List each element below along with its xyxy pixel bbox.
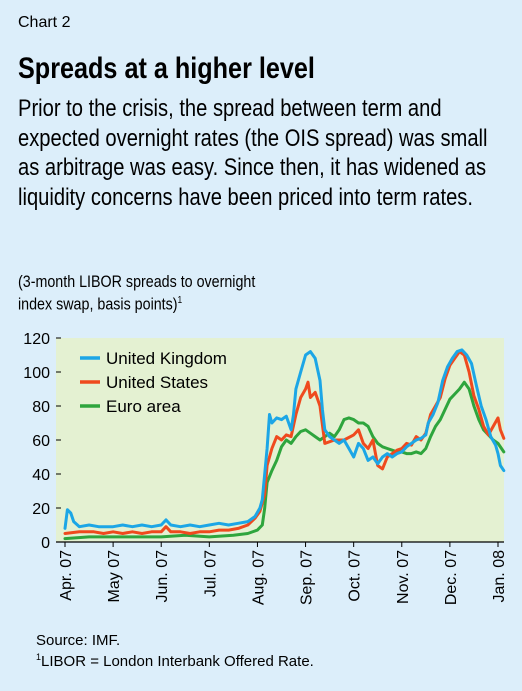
y-tick-label-80: 80 [32, 399, 50, 416]
footnote: 1LIBOR = London Interbank Offered Rate. [36, 652, 314, 670]
y-tick-label-100: 100 [23, 365, 50, 382]
x-tick-label-8: Dec. 07 [443, 550, 460, 605]
chart-title: Spreads at a higher level [18, 52, 315, 85]
x-tick-label-4: Aug. 07 [250, 550, 267, 605]
source-note: Source: IMF. [36, 632, 121, 649]
footnote-text: LIBOR = London Interbank Offered Rate. [41, 653, 314, 670]
footnote-marker: 1 [36, 652, 42, 662]
x-tick-label-0: Apr. 07 [58, 550, 75, 601]
units-footnote-marker: 1 [177, 295, 183, 306]
units-line-2: index swap, basis points) [18, 294, 178, 314]
x-tick-label-6: Oct. 07 [347, 550, 364, 602]
x-tick-label-7: Nov. 07 [395, 550, 412, 604]
legend: United Kingdom United States Euro area [80, 349, 227, 416]
y-tick-label-60: 60 [32, 433, 50, 450]
y-tick-label-0: 0 [41, 535, 50, 552]
x-tick-label-1: May 07 [106, 550, 123, 603]
y-tick-label-40: 40 [32, 467, 50, 484]
units-line-1: (3-month LIBOR spreads to overnight [18, 272, 256, 291]
y-axis: 0 20 40 60 80 100 120 [23, 331, 61, 552]
legend-label-2: Euro area [106, 397, 181, 416]
units-label: (3-month LIBOR spreads to overnight inde… [18, 272, 320, 314]
y-tick-label-20: 20 [32, 501, 50, 518]
y-tick-label-120: 120 [23, 331, 50, 348]
x-tick-label-5: Sep. 07 [299, 550, 316, 605]
legend-label-0: United Kingdom [106, 349, 227, 368]
series-line-euro-area [63, 380, 506, 541]
chart-subtitle: Prior to the crisis, the spread between … [18, 95, 488, 211]
x-axis: Apr. 07 May 07 Jun. 07 Jul. 07 Aug. 07 Sep. 0… [56, 541, 508, 605]
series-lines [63, 348, 506, 541]
x-tick-label-9: Jan. 08 [491, 550, 508, 603]
chart-number: Chart 2 [18, 14, 71, 31]
x-tick-label-3: Jul. 07 [202, 550, 219, 597]
series-line-united-kingdom [63, 348, 506, 530]
legend-label-1: United States [106, 373, 208, 392]
x-tick-label-2: Jun. 07 [154, 550, 171, 603]
